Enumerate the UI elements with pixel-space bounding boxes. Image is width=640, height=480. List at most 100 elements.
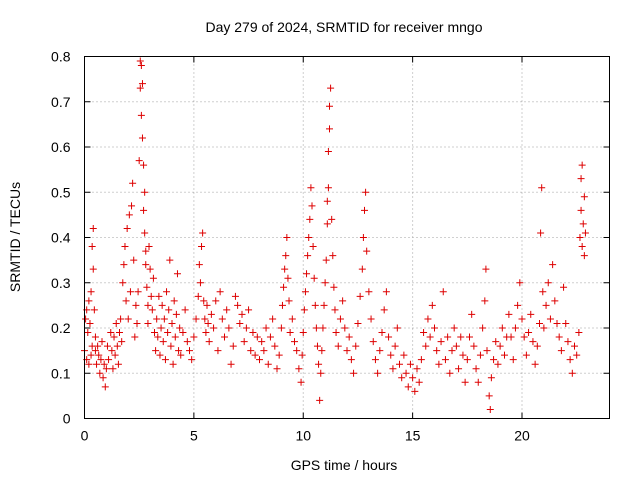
data-point [192,315,200,323]
axis-ticks [84,56,610,419]
data-point [566,356,574,364]
data-point [198,243,206,251]
data-point [87,288,95,296]
data-point [125,211,133,219]
data-point [278,301,286,309]
data-point [85,297,93,305]
data-point [221,333,228,341]
data-point [551,297,559,305]
data-point [137,111,145,119]
data-point [301,288,309,296]
data-point [202,329,210,337]
data-point [544,279,552,287]
data-point [285,297,293,305]
data-point [171,333,179,341]
data-point [536,319,543,327]
data-point [522,351,530,359]
x-tick-labels: 0 5 10 15 20 [81,428,530,444]
data-point [142,247,150,255]
data-point [126,288,134,296]
data-point [382,288,390,296]
data-point [380,306,388,314]
data-point [326,125,333,133]
data-point [578,161,586,169]
data-point [112,319,120,327]
data-point [313,342,321,350]
data-point [176,324,184,332]
data-point [422,342,430,350]
data-point [580,193,588,201]
data-point [118,338,126,346]
data-point [334,342,342,350]
data-point [461,378,469,386]
y-tick-label: 0.6 [51,139,71,155]
data-point [299,329,307,337]
data-point [336,315,344,323]
data-point [131,333,139,341]
data-point [318,347,326,355]
x-axis-title: GPS time / hours [291,457,398,473]
data-point [85,360,93,368]
data-point [391,342,399,350]
data-point [167,342,175,350]
data-point [371,356,379,364]
y-tick-label: 0.3 [51,275,71,291]
data-point [281,265,289,273]
data-point [140,206,148,214]
data-point [168,319,176,327]
data-point [210,324,218,332]
data-point [288,315,296,323]
data-point [280,283,288,291]
data-point [527,310,535,318]
data-point [437,338,445,346]
data-point [97,356,105,364]
data-point [284,274,292,282]
data-point [367,315,375,323]
data-point [520,333,528,341]
data-point [298,351,306,359]
data-point [576,234,584,241]
data-point [518,315,526,323]
data-point [249,329,257,337]
data-point [577,175,585,183]
data-point [490,356,498,364]
data-point [108,347,116,355]
data-point [129,179,137,187]
data-point [339,297,347,305]
data-point [369,338,377,346]
data-point [573,351,581,359]
data-point [323,220,331,228]
data-point [362,188,370,196]
data-point [109,365,117,373]
data-point [275,351,283,359]
data-point [295,365,303,373]
data-point [172,310,180,318]
data-point [578,243,586,251]
data-point [321,279,329,287]
data-point [110,333,118,341]
data-point [560,283,568,291]
data-point [99,374,107,382]
data-point [542,301,550,309]
data-point [304,252,312,260]
data-point [420,329,428,337]
data-point [450,324,458,332]
data-point [145,243,153,251]
data-point [158,301,166,309]
data-point [266,333,274,341]
data-point [164,329,172,337]
data-point [571,342,578,350]
data-point [448,347,456,355]
data-point [121,243,129,251]
data-point [311,301,319,309]
data-point [123,224,131,232]
data-point [242,324,250,332]
x-tick-label: 10 [295,428,311,444]
data-point [509,356,517,364]
data-point [291,338,298,346]
data-point [319,324,327,332]
data-point [297,378,305,386]
data-point [568,369,576,377]
data-point [308,202,316,210]
